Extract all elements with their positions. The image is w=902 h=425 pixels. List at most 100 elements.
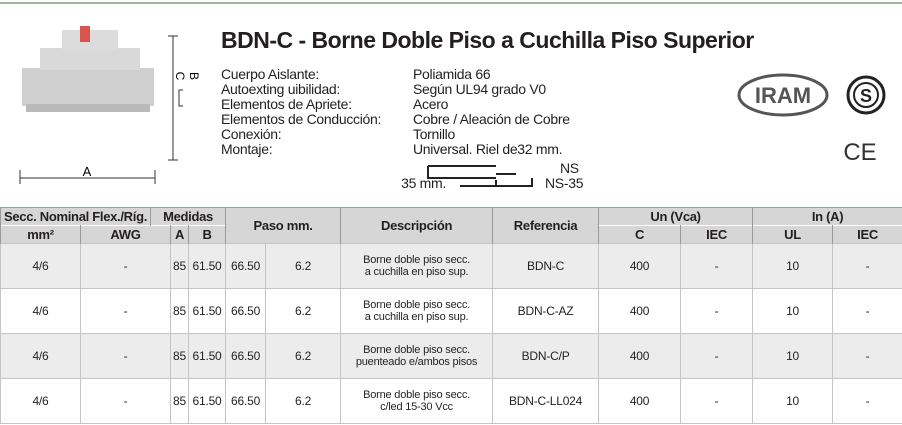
cell: 6.2 [265, 243, 342, 289]
cell: Borne doble piso secc. a cuchilla en pis… [340, 243, 494, 289]
group-header: Paso mm. [225, 207, 342, 244]
cell: 400 [598, 243, 682, 289]
cell: BDN-C/P [492, 333, 600, 379]
sub-header: A [170, 225, 190, 244]
cell: 6.2 [265, 288, 342, 334]
spec-label: Autoexting uibilidad: [221, 81, 341, 97]
spec-value: Acero [413, 96, 449, 112]
ce-mark: CE [843, 139, 876, 166]
spec-table: Secc. Nominal Flex./Ríg. Medidas Paso mm. D… [0, 207, 902, 424]
cell: - [79, 378, 172, 424]
sub-header: IEC [680, 225, 754, 244]
cell: Borne doble piso secc. c/led 15-30 Vcc [340, 378, 494, 424]
cell: 10 [752, 378, 834, 424]
rail-size: 35 mm. [401, 175, 446, 191]
cell: 85 [170, 378, 190, 424]
cell: - [79, 288, 172, 334]
spec-label: Conexión: [221, 126, 282, 142]
cell: - [832, 288, 902, 334]
rail-name: NS-35 [545, 175, 584, 191]
spec-value: Tornillo [413, 126, 455, 142]
cell: 66.50 [225, 333, 267, 379]
cell: - [832, 243, 902, 289]
spec-label: Elementos de Conducción: [221, 111, 382, 127]
iram-logo [737, 73, 829, 117]
cell: 10 [752, 243, 834, 289]
group-header: Medidas [150, 207, 227, 226]
data-row: 4/6-85 61.50 66.50 6.2 Borne doble piso secc… [0, 243, 902, 289]
spec-value: Universal. Riel de32 mm. [413, 141, 563, 157]
cell: BDN-C [492, 243, 600, 289]
cell: 400 [598, 378, 682, 424]
group-header: In (A) [752, 207, 902, 226]
group-header: Secc. Nominal Flex./Ríg. [0, 207, 152, 226]
spec-value: Según UL94 grado V0 [413, 81, 546, 97]
block-body [22, 68, 154, 106]
header-row: Secc. Nominal Flex./Ríg. Medidas Paso mm. D… [0, 207, 902, 244]
title: BDN-C - Borne Doble Piso a Cuchilla Piso… [221, 27, 754, 53]
group-header: Referencia [492, 207, 600, 244]
cell: 85 [170, 243, 190, 289]
subheader-row: mm²AWGABCIECULIECUL [0, 225, 902, 244]
sub-header: C [598, 225, 682, 244]
rail-ns-symbol [427, 165, 516, 179]
product-header: IRAM S CE A B C BDN-C - Borne Doble Piso… [0, 0, 902, 207]
iram-text: IRAM [755, 83, 811, 108]
cell: 66.50 [225, 378, 267, 424]
cell: 4/6 [0, 333, 81, 379]
cell: - [680, 243, 754, 289]
s-logo [846, 75, 886, 115]
spec-value: Poliamida 66 [413, 66, 491, 82]
cell: 61.50 [188, 243, 227, 289]
cell: 400 [598, 333, 682, 379]
header-graphics: IRAM S CE A B C [0, 2, 902, 187]
s-logo-inner [853, 82, 879, 108]
cell: 85 [170, 288, 190, 334]
sub-header: B [188, 225, 227, 244]
rail-name: NS [560, 160, 579, 176]
cell: - [832, 378, 902, 424]
cell: - [832, 333, 902, 379]
sub-header: IEC [832, 225, 902, 244]
cell: 6.2 [265, 378, 342, 424]
cell: 61.50 [188, 333, 227, 379]
group-header: Un (Vca) [598, 207, 754, 226]
product-drawing [19, 26, 183, 184]
dim-line-c [178, 89, 183, 107]
rail-foot [26, 104, 150, 112]
spec-label: Montaje: [221, 141, 273, 157]
cell: BDN-C-LL024 [492, 378, 600, 424]
data-row: 4/6-85 61.50 66.50 6.2 Borne doble piso secc… [0, 333, 902, 379]
rail-ns35-symbol [460, 178, 533, 187]
cell: 10 [752, 288, 834, 334]
sub-header: UL [752, 225, 834, 244]
data-row: 4/6-85 61.50 66.50 6.2 Borne doble piso secc… [0, 378, 902, 424]
red-tab [80, 26, 90, 42]
dim-label-a: A [83, 164, 92, 179]
cell: 6.2 [265, 333, 342, 379]
cell: 66.50 [225, 243, 267, 289]
spec-label: Cuerpo Aislante: [221, 66, 319, 82]
cell: 4/6 [0, 288, 81, 334]
cell: Borne doble piso secc. puenteado e/ambos… [340, 333, 494, 379]
dim-label-b: B [187, 72, 201, 80]
cell: 10 [752, 333, 834, 379]
group-header: Descripción [340, 207, 494, 244]
cell: - [79, 243, 172, 289]
cell: - [680, 288, 754, 334]
dim-label-c: C [173, 72, 187, 81]
cell: 61.50 [188, 378, 227, 424]
cell: 4/6 [0, 243, 81, 289]
data-row: 4/6-85 61.50 66.50 6.2 Borne doble piso secc… [0, 288, 902, 334]
spec-label: Elementos de Apriete: [221, 96, 352, 112]
cell: 66.50 [225, 288, 267, 334]
sub-header: mm² [0, 225, 81, 244]
cell: - [79, 333, 172, 379]
cell: Borne doble piso secc. a cuchilla en pis… [340, 288, 494, 334]
s-text: S [860, 86, 872, 106]
cell: 4/6 [0, 378, 81, 424]
block-upper [40, 48, 140, 70]
cell: 61.50 [188, 288, 227, 334]
